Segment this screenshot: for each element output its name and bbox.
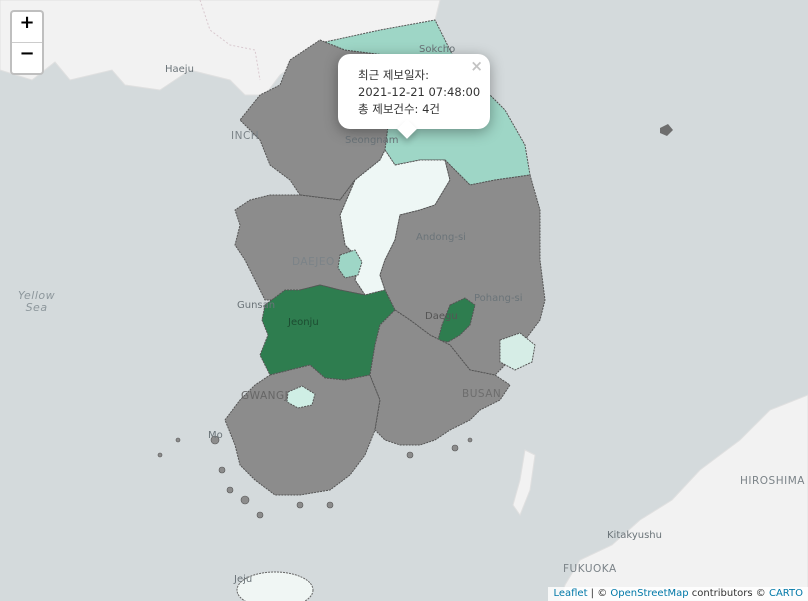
osm-link[interactable]: OpenStreetMap (610, 588, 689, 599)
label-yellow-sea-line2: Sea (25, 301, 48, 314)
info-popup: 최근 제보일자: 2021-12-21 07:48:00 총 제보건수: 4건 … (338, 54, 490, 139)
label-seongnam: Seongnam (345, 135, 399, 146)
popup-latest-report-date: 2021-12-21 07:48:00 (358, 85, 481, 99)
label-fukuoka: FUKUOKA (563, 563, 617, 575)
label-pohang: Pohang-si (474, 293, 523, 304)
zoom-out-button[interactable]: − (19, 43, 35, 64)
label-yellow-sea-line1: Yellow (18, 289, 56, 302)
label-incheon: INCH (231, 130, 260, 142)
region-chungnam (234, 179, 366, 301)
label-hiroshima: HIROSHIMA (740, 475, 805, 487)
carto-link[interactable]: CARTO (768, 588, 803, 599)
jeju-island (236, 571, 314, 601)
popup-content: 최근 제보일자: 2021-12-21 07:48:00 총 제보건수: 4건 (358, 67, 480, 118)
label-gwangju: GWANGJ (241, 390, 289, 402)
label-daejeon: DAEJEO (292, 256, 335, 268)
ulleung-island (660, 124, 673, 136)
label-gunsan: Gunsan (237, 300, 276, 311)
label-mokpo: Mo (208, 430, 223, 441)
region-jeonnam (224, 364, 381, 496)
label-jeonju: Jeonju (288, 317, 319, 328)
label-kitakyushu: Kitakyushu (607, 530, 662, 541)
region-ulsan (499, 332, 536, 371)
attribution: Leaflet | © OpenStreetMap contributors ©… (548, 587, 808, 601)
zoom-in-button[interactable]: + (12, 12, 42, 43)
leaflet-link[interactable]: Leaflet (553, 588, 588, 599)
tsushima (512, 449, 536, 517)
region-jeonbuk (259, 284, 396, 381)
label-jeju: Jeju (234, 574, 253, 585)
attribution-sep1: | © (587, 588, 611, 599)
label-andong: Andong-si (416, 232, 466, 243)
region-daejeon (337, 249, 363, 279)
japan-land (559, 394, 808, 601)
popup-latest-report-label: 최근 제보일자: (358, 68, 430, 82)
label-busan: BUSAN (462, 388, 502, 400)
region-gwangju (286, 385, 316, 409)
label-sokcho: Sokcho (419, 44, 456, 55)
label-yellow-sea: Yellow Sea (18, 290, 55, 314)
label-daegu: Daegu (425, 311, 458, 322)
popup-close-button[interactable]: × (470, 57, 483, 75)
zoom-control: + − (10, 10, 44, 75)
attribution-sep2: contributors © (688, 588, 769, 599)
region-gyeongnam (369, 309, 511, 446)
label-haeju: Haeju (165, 64, 194, 75)
popup-total-reports: 총 제보건수: 4건 (358, 102, 440, 116)
region-daegu (437, 297, 476, 343)
